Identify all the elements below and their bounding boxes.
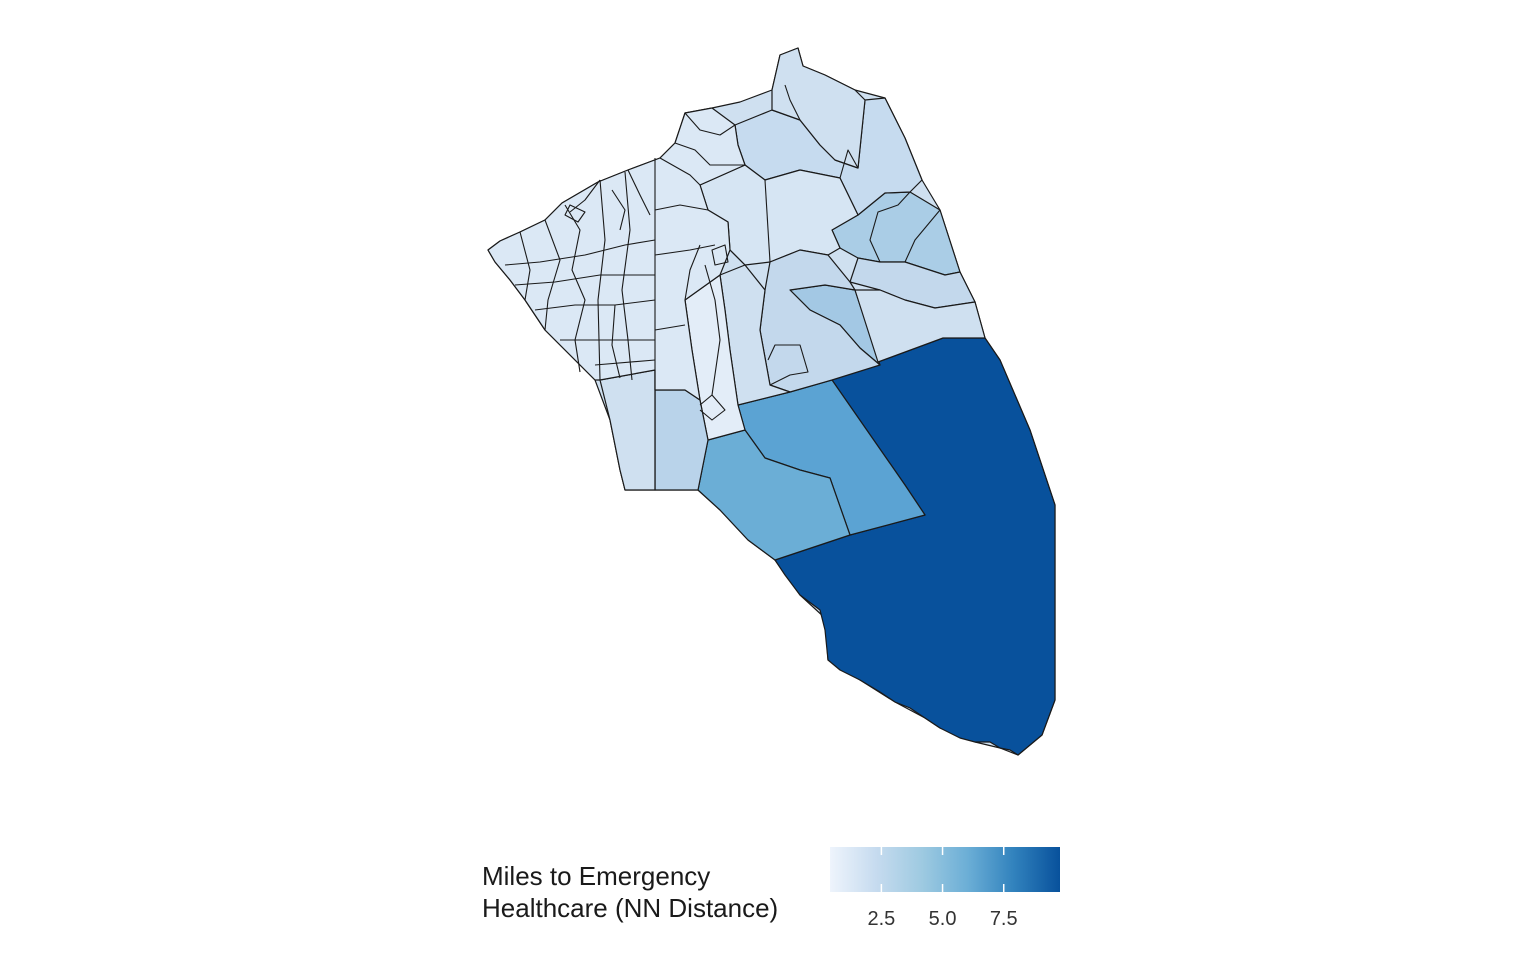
region-south-mid-west — [697, 429, 851, 561]
legend-title: Miles to Emergency Healthcare (NN Distan… — [482, 860, 832, 924]
tract-boundaries — [504, 84, 941, 490]
region-southwest-2 — [599, 369, 656, 491]
region-east-lower-2 — [854, 289, 986, 363]
legend-title-line1: Miles to Emergency — [482, 861, 711, 891]
region-south-large — [774, 337, 1056, 756]
legend-title-line2: Healthcare (NN Distance) — [482, 893, 779, 923]
